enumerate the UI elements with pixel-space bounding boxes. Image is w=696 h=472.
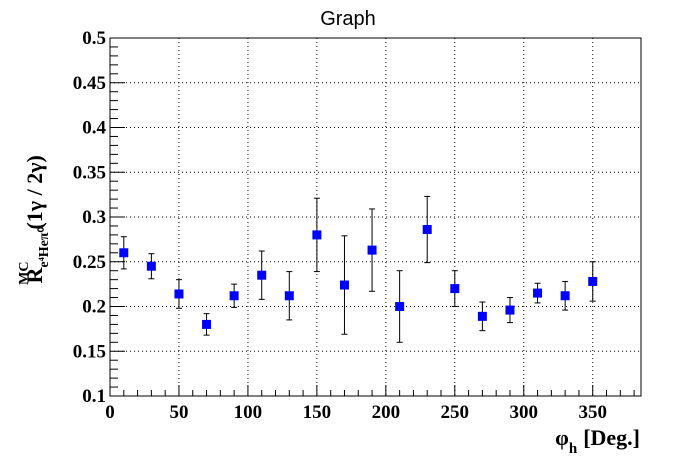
data-point — [477, 311, 487, 321]
x-tick-label: 50 — [169, 402, 188, 423]
data-point — [560, 291, 570, 301]
grid — [110, 38, 641, 396]
data-point — [367, 245, 377, 255]
data-point — [146, 261, 156, 271]
data-point — [588, 276, 598, 286]
plot-frame — [109, 37, 642, 397]
data-point — [257, 270, 267, 280]
x-tick-labels: 0 50 100 150 200 250 300 350 — [105, 402, 607, 423]
y-tick-label: 0.1 — [82, 386, 106, 407]
data-point — [395, 302, 405, 311]
x-tick-label: 100 — [234, 402, 263, 423]
y-tick-label: 0.5 — [82, 28, 106, 49]
x-tick-label: 150 — [303, 402, 332, 423]
y-tick-label: 0.3 — [82, 207, 106, 228]
data-point — [339, 280, 349, 290]
y-tick-labels: 0.1 0.15 0.2 0.25 0.3 0.35 0.4 0.45 0.5 — [73, 28, 107, 407]
y-tick-label: 0.45 — [73, 73, 106, 94]
data-point — [533, 288, 543, 298]
x-tick-label: 200 — [372, 402, 401, 423]
x-tick-label: 350 — [578, 402, 607, 423]
y-tick-label: 0.25 — [73, 252, 106, 273]
y-axis-label: Re⁴Heπ⁰MC(1γ / 2γ) — [17, 155, 52, 285]
chart-title: Graph — [320, 8, 376, 30]
data-point — [174, 289, 184, 299]
y-tick-label: 0.4 — [82, 118, 106, 139]
data-point — [229, 291, 239, 301]
data-point — [450, 284, 460, 294]
data-point — [312, 230, 322, 240]
x-tick-label: 300 — [510, 402, 539, 423]
axis-ticks — [109, 37, 635, 397]
data-point — [422, 225, 432, 235]
data-point — [284, 291, 294, 301]
data-point — [119, 248, 129, 258]
data-point — [202, 319, 212, 329]
x-axis-label: φh [Deg.] — [555, 425, 640, 457]
y-tick-label: 0.35 — [73, 162, 106, 183]
y-tick-label: 0.15 — [73, 341, 106, 362]
x-tick-label: 0 — [105, 402, 115, 423]
x-tick-label: 250 — [441, 402, 470, 423]
y-tick-label: 0.2 — [82, 297, 106, 318]
data-points — [119, 195, 598, 343]
data-point — [505, 305, 515, 315]
